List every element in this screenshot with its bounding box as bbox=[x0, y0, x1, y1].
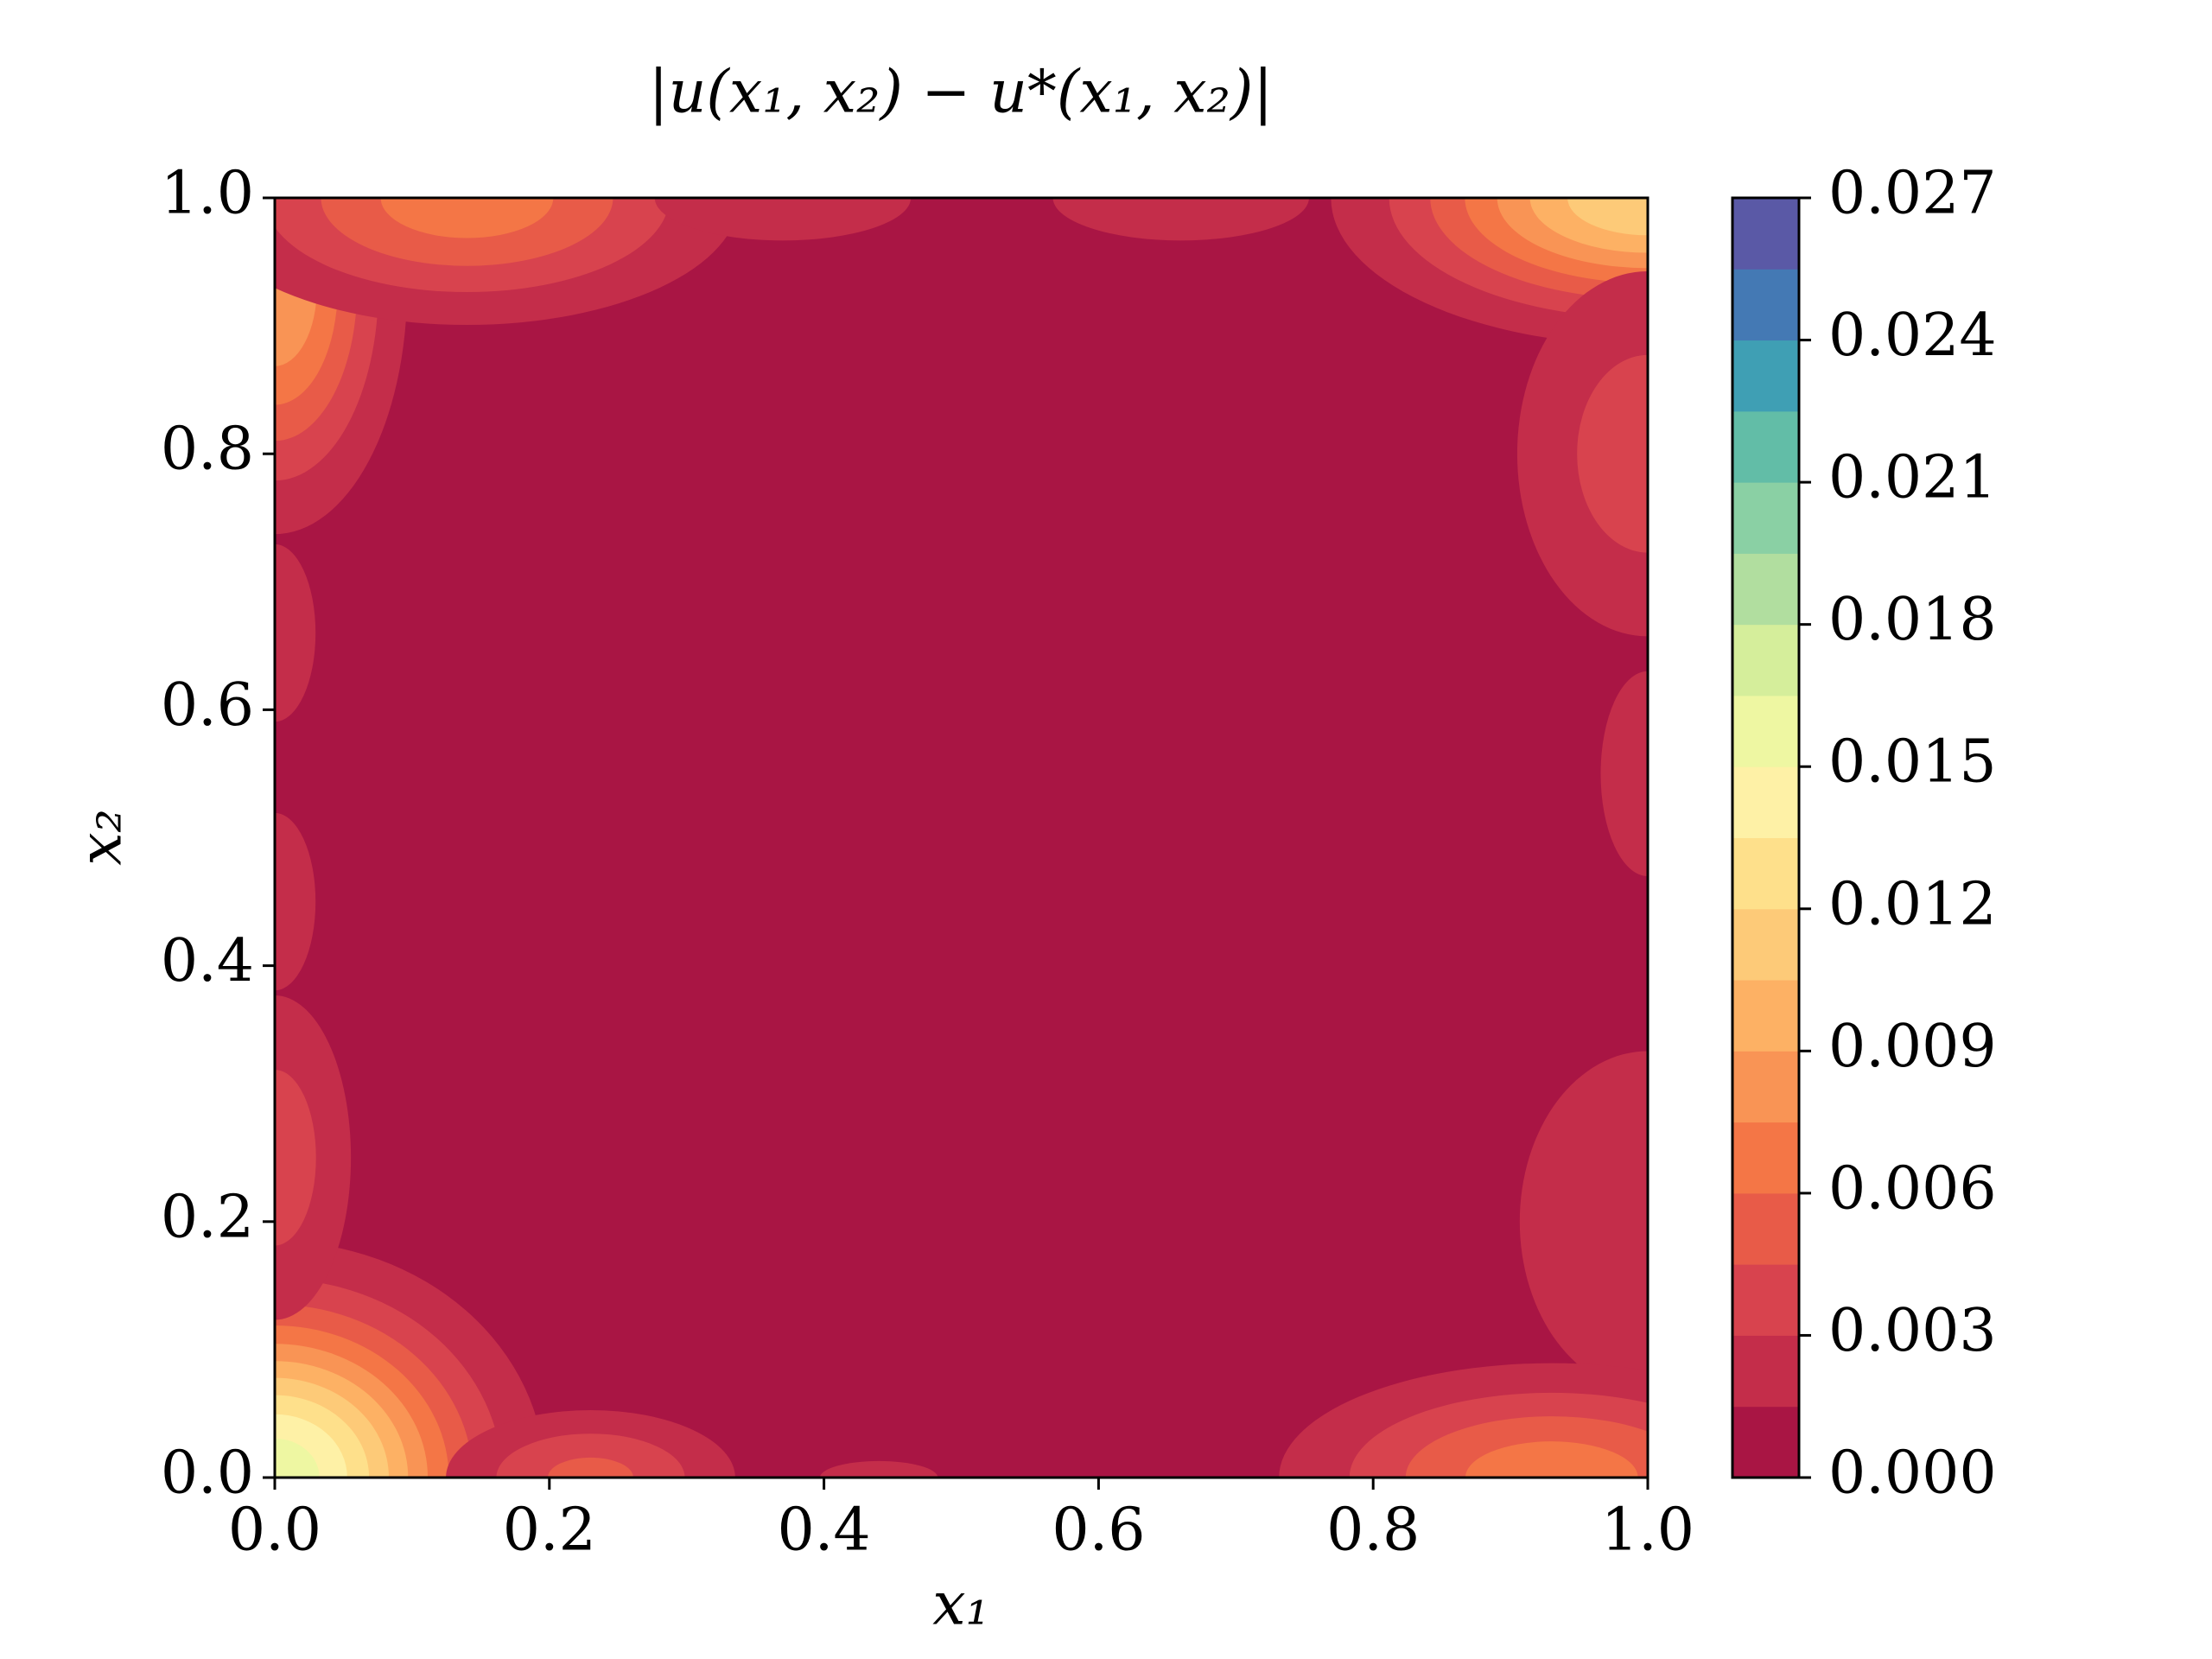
x-tick-label: 0.4 bbox=[778, 1497, 871, 1565]
contour-band bbox=[1567, 198, 1648, 236]
chart-title: |u(x₁, x₂) − u*(x₁, x₂)| bbox=[649, 59, 1274, 127]
contour-band bbox=[1577, 354, 1648, 553]
hotspot bbox=[1331, 198, 1648, 346]
colorbar-band bbox=[1732, 410, 1799, 483]
colorbar-band bbox=[1732, 1051, 1799, 1123]
hotspot bbox=[819, 1460, 938, 1478]
contour-band bbox=[275, 812, 316, 991]
colorbar-band bbox=[1732, 624, 1799, 696]
colorbar-band bbox=[1732, 1192, 1799, 1265]
contour-band bbox=[654, 198, 912, 241]
contour-field bbox=[275, 198, 1648, 1478]
contour-band bbox=[1600, 671, 1648, 876]
hotspot bbox=[1279, 1363, 1648, 1478]
colorbar-band bbox=[1732, 980, 1799, 1052]
colorbar-band bbox=[1732, 553, 1799, 626]
contour-band bbox=[496, 1433, 685, 1478]
x-tick-label: 0.8 bbox=[1326, 1497, 1420, 1565]
x-tick-label: 1.0 bbox=[1601, 1497, 1694, 1565]
colorbar-tick-label: 0.027 bbox=[1828, 160, 1997, 228]
y-tick-label: 0.4 bbox=[161, 927, 254, 995]
contour-band bbox=[1052, 198, 1309, 241]
y-tick-label: 0.0 bbox=[161, 1440, 254, 1508]
colorbar-band bbox=[1732, 695, 1799, 767]
colorbar-band bbox=[1732, 837, 1799, 910]
hotspot bbox=[1519, 1051, 1648, 1393]
y-tick-label: 1.0 bbox=[161, 160, 254, 228]
colorbar-tick-label: 0.003 bbox=[1828, 1297, 1997, 1365]
contour-band bbox=[275, 1438, 320, 1478]
colorbar-tick-label: 0.009 bbox=[1828, 1013, 1997, 1081]
hotspot bbox=[654, 198, 912, 241]
y-axis-label: x₂ bbox=[67, 809, 136, 866]
colorbar-band bbox=[1732, 340, 1799, 412]
hotspot bbox=[446, 1410, 735, 1478]
contour-band bbox=[1519, 1051, 1648, 1393]
colorbar-band bbox=[1732, 1335, 1799, 1408]
colorbar-tick-label: 0.000 bbox=[1828, 1440, 1997, 1508]
colorbar-band bbox=[1732, 482, 1799, 554]
colorbar-band bbox=[1732, 198, 1799, 270]
contour-band bbox=[275, 1070, 316, 1246]
hotspot bbox=[275, 995, 352, 1320]
contour-band bbox=[547, 1457, 633, 1478]
y-tick-label: 0.2 bbox=[161, 1183, 254, 1251]
colorbar-band bbox=[1732, 1406, 1799, 1478]
colorbar-band bbox=[1732, 766, 1799, 838]
x-tick-label: 0.6 bbox=[1052, 1497, 1145, 1565]
colorbar-tick-label: 0.006 bbox=[1828, 1154, 1997, 1223]
y-tick-label: 0.6 bbox=[161, 671, 254, 740]
x-tick-label: 0.2 bbox=[503, 1497, 596, 1565]
hotspot bbox=[1516, 271, 1648, 637]
contour-band bbox=[819, 1460, 938, 1478]
colorbar-band bbox=[1732, 1264, 1799, 1336]
colorbar-frame bbox=[1731, 196, 1801, 1479]
colorbar-band bbox=[1732, 908, 1799, 981]
colorbar-tick-label: 0.012 bbox=[1828, 870, 1997, 938]
contour-band bbox=[275, 198, 1648, 1478]
colorbar-tick-label: 0.021 bbox=[1828, 444, 1997, 512]
axes: 0.0 0.2 0.4 0.6 0.8 1.0 0.0 0.2 0.4 0.6 0.8 1.0 0.00… bbox=[161, 160, 1997, 1565]
x-axis-label: x₁ bbox=[932, 1571, 989, 1639]
plot-frame bbox=[273, 196, 1649, 1479]
colorbar-tick-label: 0.018 bbox=[1828, 586, 1997, 654]
hotspot bbox=[1052, 198, 1309, 241]
y-tick-label: 0.8 bbox=[161, 416, 254, 484]
contour-band bbox=[1465, 1441, 1638, 1478]
hotspot bbox=[275, 812, 316, 991]
contour-band bbox=[380, 198, 554, 238]
hotspot bbox=[275, 543, 316, 722]
colorbar-tick-label: 0.015 bbox=[1828, 728, 1997, 797]
hotspot bbox=[275, 198, 740, 326]
colorbar-band bbox=[1732, 269, 1799, 341]
contour-band bbox=[275, 543, 316, 722]
colorbar-tick-label: 0.024 bbox=[1828, 302, 1997, 370]
hotspot bbox=[275, 1241, 545, 1478]
hotspot bbox=[1600, 671, 1648, 876]
x-tick-label: 0.0 bbox=[228, 1497, 321, 1565]
colorbar-band bbox=[1732, 1122, 1799, 1194]
